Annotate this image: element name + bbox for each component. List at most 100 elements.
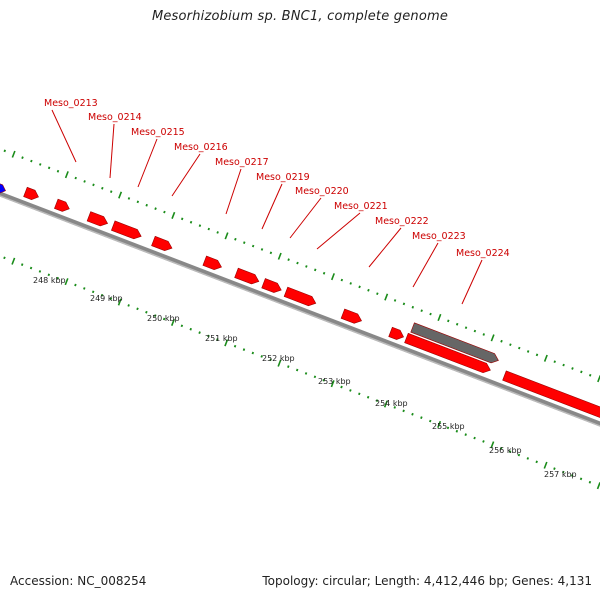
label-leader-lines — [51, 109, 483, 305]
minor-tick — [570, 474, 574, 477]
minor-tick — [588, 373, 592, 377]
gene-arrow-3 — [111, 220, 142, 240]
major-tick — [490, 441, 495, 449]
minor-tick — [402, 409, 405, 413]
minor-tick — [207, 227, 211, 231]
leader-line — [261, 183, 283, 230]
minor-tick — [47, 166, 51, 170]
minor-tick — [571, 367, 574, 370]
accession-label: Accession: NC_008254 — [10, 574, 147, 588]
major-tick — [437, 420, 442, 428]
minor-tick — [535, 460, 538, 464]
minor-tick — [367, 288, 370, 292]
gene-arrow-0 — [23, 186, 39, 200]
gene-arrow-shape — [502, 370, 600, 422]
minor-tick — [3, 256, 6, 260]
major-tick — [11, 150, 16, 158]
gene-label: Meso_0222 — [375, 216, 429, 227]
leader-line — [316, 212, 361, 250]
minor-tick — [366, 395, 370, 399]
genome-info: Topology: circular; Length: 4,412,446 bp… — [262, 574, 592, 588]
kbp-label: 251 kbp — [205, 334, 238, 343]
major-tick — [117, 298, 122, 306]
major-tick — [384, 293, 389, 301]
minor-tick — [553, 467, 556, 470]
minor-tick — [145, 310, 148, 314]
minor-tick — [535, 353, 539, 357]
minor-tick — [154, 207, 157, 211]
backbone-highlight — [0, 195, 600, 427]
minor-tick — [216, 231, 219, 234]
minor-tick — [242, 348, 246, 351]
minor-tick — [92, 183, 95, 187]
minor-tick — [260, 355, 263, 358]
leader-line — [368, 227, 402, 268]
minor-tick — [207, 334, 210, 338]
minor-tick — [375, 399, 379, 402]
gene-label: Meso_0223 — [412, 231, 466, 242]
gene-arrow-shape — [86, 211, 109, 227]
gene-label: Meso_0221 — [334, 201, 388, 212]
minor-tick — [402, 302, 406, 306]
gene-arrow-shape — [0, 181, 6, 194]
minor-tick — [216, 338, 219, 341]
minor-tick — [473, 329, 477, 333]
minor-tick — [39, 163, 42, 166]
gene-label: Meso_0220 — [295, 186, 349, 197]
minor-tick — [74, 283, 77, 287]
gene-arrow-9 — [340, 308, 362, 324]
minor-tick — [429, 312, 432, 316]
minor-tick — [517, 453, 521, 457]
minor-tick — [464, 433, 467, 436]
minor-tick — [411, 412, 414, 416]
minor-tick — [154, 314, 157, 317]
kbp-label: 250 kbp — [147, 314, 180, 323]
minor-tick — [349, 389, 352, 392]
minor-tick — [393, 299, 397, 302]
minor-tick — [358, 285, 361, 289]
major-tick — [277, 252, 282, 260]
gene-arrow-shape — [54, 198, 70, 212]
leader-line — [461, 259, 483, 305]
gene-arrow-6 — [234, 267, 260, 285]
minor-tick — [287, 365, 290, 368]
backbone-line — [0, 191, 600, 427]
minor-tick — [579, 477, 583, 481]
major-tick — [277, 359, 282, 367]
major-tick — [330, 273, 335, 281]
major-tick — [11, 257, 16, 265]
gene-arrow-12 — [502, 370, 600, 422]
gene-arrow-shape — [261, 278, 282, 293]
minor-tick — [189, 220, 193, 224]
kbp-label: 256 kbp — [489, 446, 522, 455]
minor-tick — [163, 210, 166, 214]
gene-label: Meso_0215 — [131, 127, 185, 138]
minor-tick — [588, 480, 592, 484]
minor-tick — [429, 419, 432, 423]
gene-arrow-11 — [404, 332, 491, 374]
minor-tick — [313, 375, 317, 379]
gene-arrow-shape — [283, 286, 317, 307]
minor-tick — [518, 346, 521, 350]
minor-tick — [296, 261, 299, 265]
minor-tick — [145, 203, 148, 207]
minor-tick — [305, 265, 308, 268]
minor-tick — [109, 297, 113, 300]
minor-tick — [295, 368, 299, 372]
outer-tick-track — [3, 149, 600, 383]
minor-tick — [455, 322, 459, 326]
minor-tick — [56, 276, 59, 280]
major-tick — [437, 313, 442, 322]
minor-tick — [83, 287, 86, 290]
minor-tick — [482, 440, 485, 443]
minor-tick — [109, 190, 113, 193]
minor-tick — [304, 372, 308, 375]
minor-tick — [101, 186, 104, 190]
major-tick — [224, 232, 229, 240]
minor-tick — [482, 333, 486, 336]
minor-tick — [464, 326, 468, 330]
minor-tick — [30, 159, 33, 163]
leader-line — [289, 197, 322, 239]
gene-label: Meso_0214 — [88, 112, 142, 123]
gene-arrow-shape — [234, 267, 260, 285]
